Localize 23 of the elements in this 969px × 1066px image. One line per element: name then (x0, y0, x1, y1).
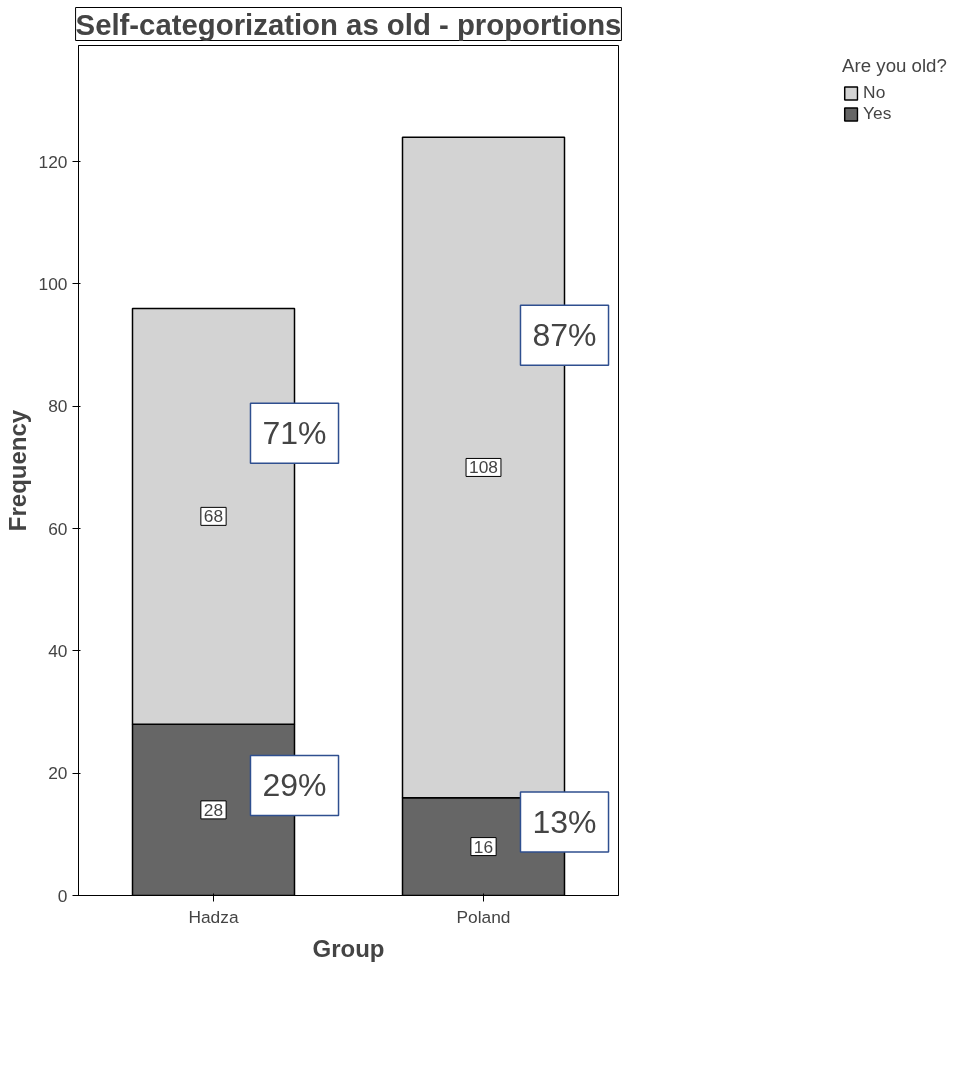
annotation: 71% (262, 415, 327, 452)
y-tick-label: 20 (48, 763, 68, 784)
x-tick-label: Hadza (188, 906, 239, 927)
y-tick-label: 80 (48, 396, 68, 417)
data-label: 68 (203, 506, 224, 527)
y-tick-label: 0 (57, 885, 68, 906)
annotation: 29% (262, 767, 327, 804)
legend-label: No (863, 82, 886, 103)
legend-label: Yes (863, 103, 892, 124)
y-tick-label: 40 (48, 640, 68, 661)
annotation: 87% (532, 317, 597, 354)
legend-title: Are you old? (842, 55, 947, 77)
x-axis-title: Group (312, 934, 385, 962)
y-tick-label: 100 (38, 273, 68, 294)
x-tick-label: Poland (456, 906, 511, 927)
y-axis-title: Frequency (3, 409, 31, 532)
chart-title: Self-categorization as old - proportions (75, 7, 622, 41)
annotation: 13% (532, 804, 597, 841)
data-label: 108 (469, 457, 498, 478)
y-tick-label: 120 (38, 151, 68, 172)
data-label: 16 (473, 836, 494, 857)
y-tick-label: 60 (48, 518, 68, 539)
data-label: 28 (203, 799, 224, 820)
